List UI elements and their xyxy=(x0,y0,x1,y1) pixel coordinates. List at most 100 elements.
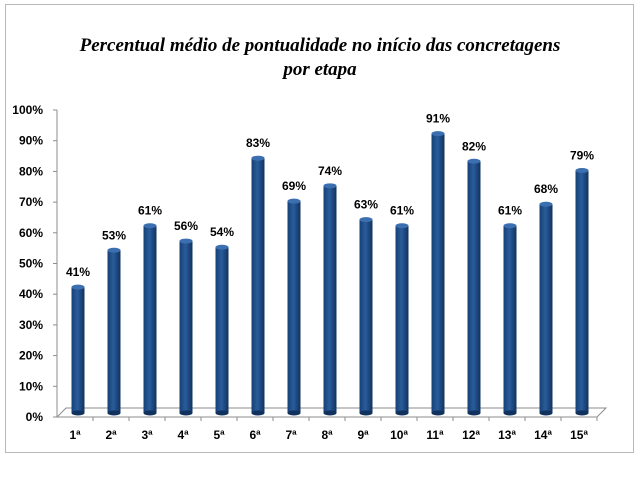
bar xyxy=(287,198,301,416)
bar xyxy=(251,155,265,416)
data-label: 61% xyxy=(138,204,162,218)
bar xyxy=(107,247,121,416)
bar-bottom xyxy=(323,410,337,416)
y-tick-label: 20% xyxy=(19,349,43,363)
data-label: 83% xyxy=(246,136,270,150)
bar-top xyxy=(179,238,193,244)
x-axis-ticks: 1ª 2ª 3ª 4ª 5ª 6ª 7ª 8ª 9ª 10ª 11ª 12ª 13ª 14ª 15ª xyxy=(69,417,598,442)
chart-bars xyxy=(71,131,589,416)
x-tick-label: 4ª xyxy=(177,428,189,442)
bar-top xyxy=(395,223,409,229)
bar xyxy=(215,244,229,416)
x-tick-label: 7ª xyxy=(285,428,297,442)
bar-top xyxy=(503,223,517,229)
chart-title-line-2: por etapa xyxy=(283,59,357,80)
data-label: 53% xyxy=(102,228,126,242)
bar-bottom xyxy=(143,410,157,416)
data-label: 69% xyxy=(282,179,306,193)
data-label: 41% xyxy=(66,265,90,279)
data-label: 91% xyxy=(426,112,450,126)
bar-top xyxy=(323,183,337,189)
x-tick-label: 11ª xyxy=(426,428,444,442)
data-label: 79% xyxy=(570,148,594,162)
x-tick-label: 8ª xyxy=(321,428,333,442)
bar xyxy=(575,167,589,416)
bar-top xyxy=(287,198,301,204)
bar-bottom xyxy=(359,410,373,416)
data-label: 68% xyxy=(534,182,558,196)
data-label: 61% xyxy=(498,204,522,218)
x-tick-label: 6ª xyxy=(249,428,261,442)
bar-body xyxy=(323,185,337,413)
bar-bottom xyxy=(467,410,481,416)
y-tick-label: 100% xyxy=(12,103,43,117)
bar-body xyxy=(395,225,409,413)
y-tick-label: 60% xyxy=(19,226,43,240)
bar-top xyxy=(251,155,265,161)
bar-bottom xyxy=(71,410,85,416)
x-tick-label: 5ª xyxy=(213,428,225,442)
bar-top xyxy=(215,244,229,250)
data-label: 63% xyxy=(354,198,378,212)
bar xyxy=(359,217,373,416)
y-tick-label: 80% xyxy=(19,164,43,178)
x-tick-label: 12ª xyxy=(462,428,480,442)
bar-top xyxy=(143,223,157,229)
bar-body xyxy=(251,158,265,413)
chart-data-labels: 41% 53% 61% 56% 54% 83% 69% 74% 63% 61% 91% 82% 61% 6… xyxy=(66,112,594,280)
x-tick-label: 1ª xyxy=(69,428,81,442)
bar-top xyxy=(539,201,553,207)
bar-top xyxy=(575,167,589,173)
bar-body xyxy=(71,287,85,413)
x-tick-label: 13ª xyxy=(498,428,516,442)
bar xyxy=(503,223,517,416)
bar-bottom xyxy=(539,410,553,416)
bar xyxy=(539,201,553,416)
bar-bottom xyxy=(395,410,409,416)
bar-body xyxy=(467,161,481,413)
bar-top xyxy=(359,217,373,223)
bar-body xyxy=(287,201,301,413)
y-tick-label: 0% xyxy=(26,410,44,424)
bar xyxy=(395,223,409,416)
bar-body xyxy=(575,170,589,413)
y-tick-label: 10% xyxy=(19,379,43,393)
chart-title-line-1: Percentual médio de pontualidade no iníc… xyxy=(79,35,561,56)
x-tick-label: 2ª xyxy=(105,428,117,442)
bar xyxy=(143,223,157,416)
data-label: 74% xyxy=(318,164,342,178)
data-label: 54% xyxy=(210,225,234,239)
bar-bottom xyxy=(215,410,229,416)
bar-body xyxy=(143,225,157,413)
x-tick-label: 15ª xyxy=(570,428,588,442)
bar-top xyxy=(107,247,121,253)
bar-bottom xyxy=(575,410,589,416)
bar-top xyxy=(431,131,445,137)
x-tick-label: 9ª xyxy=(357,428,369,442)
bar xyxy=(323,183,337,416)
bar xyxy=(71,284,85,416)
bar-bottom xyxy=(251,410,265,416)
y-tick-label: 70% xyxy=(19,195,43,209)
x-tick-label: 14ª xyxy=(534,428,552,442)
data-label: 61% xyxy=(390,204,414,218)
bar-body xyxy=(431,133,445,413)
bar xyxy=(431,131,445,416)
y-tick-label: 90% xyxy=(19,134,43,148)
bar xyxy=(467,158,481,416)
x-tick-label: 3ª xyxy=(141,428,153,442)
bar-top xyxy=(467,158,481,164)
y-tick-label: 40% xyxy=(19,287,43,301)
data-label: 82% xyxy=(462,139,486,153)
bar-bottom xyxy=(107,410,121,416)
chart-title: Percentual médio de pontualidade no iníc… xyxy=(0,34,640,82)
bar-body xyxy=(539,204,553,413)
bar xyxy=(179,238,193,416)
bar-top xyxy=(71,284,85,290)
bar-bottom xyxy=(179,410,193,416)
y-axis-ticks: 0% 10% 20% 30% 40% 50% 60% 70% 80% 90% 100% xyxy=(12,103,57,424)
bar-bottom xyxy=(503,410,517,416)
bar-body xyxy=(215,247,229,413)
x-tick-label: 10ª xyxy=(390,428,408,442)
